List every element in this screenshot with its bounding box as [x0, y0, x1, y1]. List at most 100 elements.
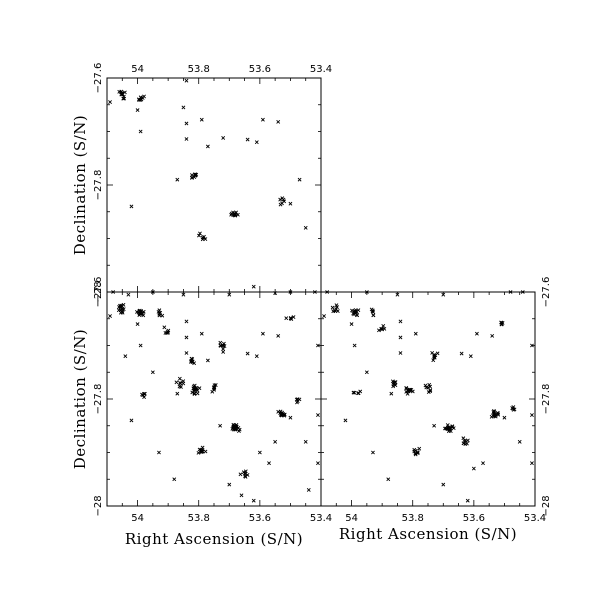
data-point — [282, 199, 287, 204]
data-point — [459, 351, 464, 356]
data-point — [358, 389, 363, 394]
y-tick-label: −27.6 — [93, 63, 104, 94]
panel-bottom-left: 54 53.8 53.6 53.4 −27.6 −27.8 −28 Declination … — [71, 277, 332, 548]
data-point — [398, 319, 403, 324]
y-tick-label: −27.8 — [93, 170, 104, 201]
data-point — [303, 439, 308, 444]
data-point — [160, 313, 165, 318]
data-point — [195, 391, 200, 396]
data-point — [239, 493, 244, 498]
scatter-points — [108, 290, 320, 503]
x-tick-label: 53.8 — [188, 64, 210, 75]
y-axis-title: Declination (S/N) — [71, 115, 89, 255]
x-tick-label: 54 — [131, 513, 144, 524]
data-point — [288, 415, 293, 420]
y-tick-label: −27.8 — [541, 384, 552, 415]
data-point — [254, 354, 259, 359]
data-point — [474, 331, 479, 336]
y-axis-title: Declination (S/N) — [71, 329, 89, 469]
data-point — [278, 202, 283, 207]
data-point — [530, 343, 534, 348]
data-point — [243, 469, 248, 474]
data-point — [415, 450, 420, 455]
data-point — [306, 488, 311, 492]
data-point — [386, 477, 391, 482]
data-point — [233, 426, 238, 431]
data-point — [122, 90, 127, 95]
data-point — [448, 429, 453, 434]
data-point — [232, 211, 237, 216]
data-point — [428, 384, 433, 389]
data-point — [352, 343, 357, 348]
data-point — [245, 351, 250, 356]
data-point — [257, 450, 262, 455]
data-point — [413, 451, 418, 456]
data-point — [229, 212, 234, 217]
data-point — [377, 328, 381, 333]
data-point — [254, 140, 259, 145]
data-point — [184, 319, 189, 324]
data-point — [135, 322, 140, 327]
data-point — [297, 177, 302, 182]
data-point — [276, 409, 281, 414]
data-point — [181, 105, 186, 110]
data-point — [389, 391, 394, 396]
data-point — [291, 315, 296, 319]
data-point — [280, 196, 285, 201]
data-point — [393, 383, 398, 388]
data-point — [198, 231, 202, 236]
data-point — [381, 324, 386, 328]
data-point — [196, 450, 201, 455]
data-point — [138, 95, 143, 100]
data-point — [238, 472, 243, 477]
data-point — [177, 376, 182, 381]
y-tick-label: −28 — [541, 495, 552, 516]
scatter-points — [322, 290, 534, 503]
data-point — [499, 320, 503, 325]
data-point — [120, 91, 125, 96]
axis-ticks — [320, 291, 536, 507]
data-point — [123, 354, 128, 359]
data-point — [481, 461, 485, 466]
data-point — [281, 412, 285, 417]
data-point — [496, 412, 501, 417]
data-point — [108, 314, 112, 318]
data-point — [221, 136, 226, 140]
data-point — [316, 343, 320, 348]
data-point — [312, 290, 317, 294]
data-point — [205, 358, 210, 363]
data-point — [325, 290, 330, 294]
data-point — [175, 391, 180, 396]
data-point — [276, 333, 281, 338]
data-point — [158, 310, 163, 315]
data-point — [465, 438, 470, 443]
data-point — [200, 449, 205, 454]
data-point — [192, 392, 197, 396]
data-point — [205, 144, 210, 149]
data-point — [491, 413, 496, 418]
data-point — [165, 329, 170, 334]
data-point — [184, 335, 189, 340]
data-point — [279, 413, 283, 418]
data-point — [235, 212, 240, 217]
data-point — [349, 322, 354, 327]
x-axis-title: Right Ascension (S/N) — [125, 530, 303, 548]
data-point — [138, 129, 143, 134]
data-point — [451, 426, 456, 431]
data-point — [278, 197, 283, 202]
data-point — [162, 325, 167, 330]
data-point — [260, 331, 265, 336]
data-point — [221, 347, 226, 351]
data-point — [288, 201, 293, 206]
data-point — [413, 331, 418, 336]
data-point — [232, 423, 237, 428]
x-tick-label: 53.6 — [249, 64, 271, 75]
data-point — [141, 309, 146, 314]
axis-tick-labels: 54 53.8 53.6 53.4 −27.6 −27.8 −28 — [345, 277, 552, 524]
data-point — [184, 137, 189, 141]
y-tick-label: −27.8 — [93, 384, 104, 415]
data-point — [243, 474, 247, 478]
data-point — [343, 418, 348, 423]
data-point — [471, 466, 476, 471]
data-point — [129, 418, 134, 423]
